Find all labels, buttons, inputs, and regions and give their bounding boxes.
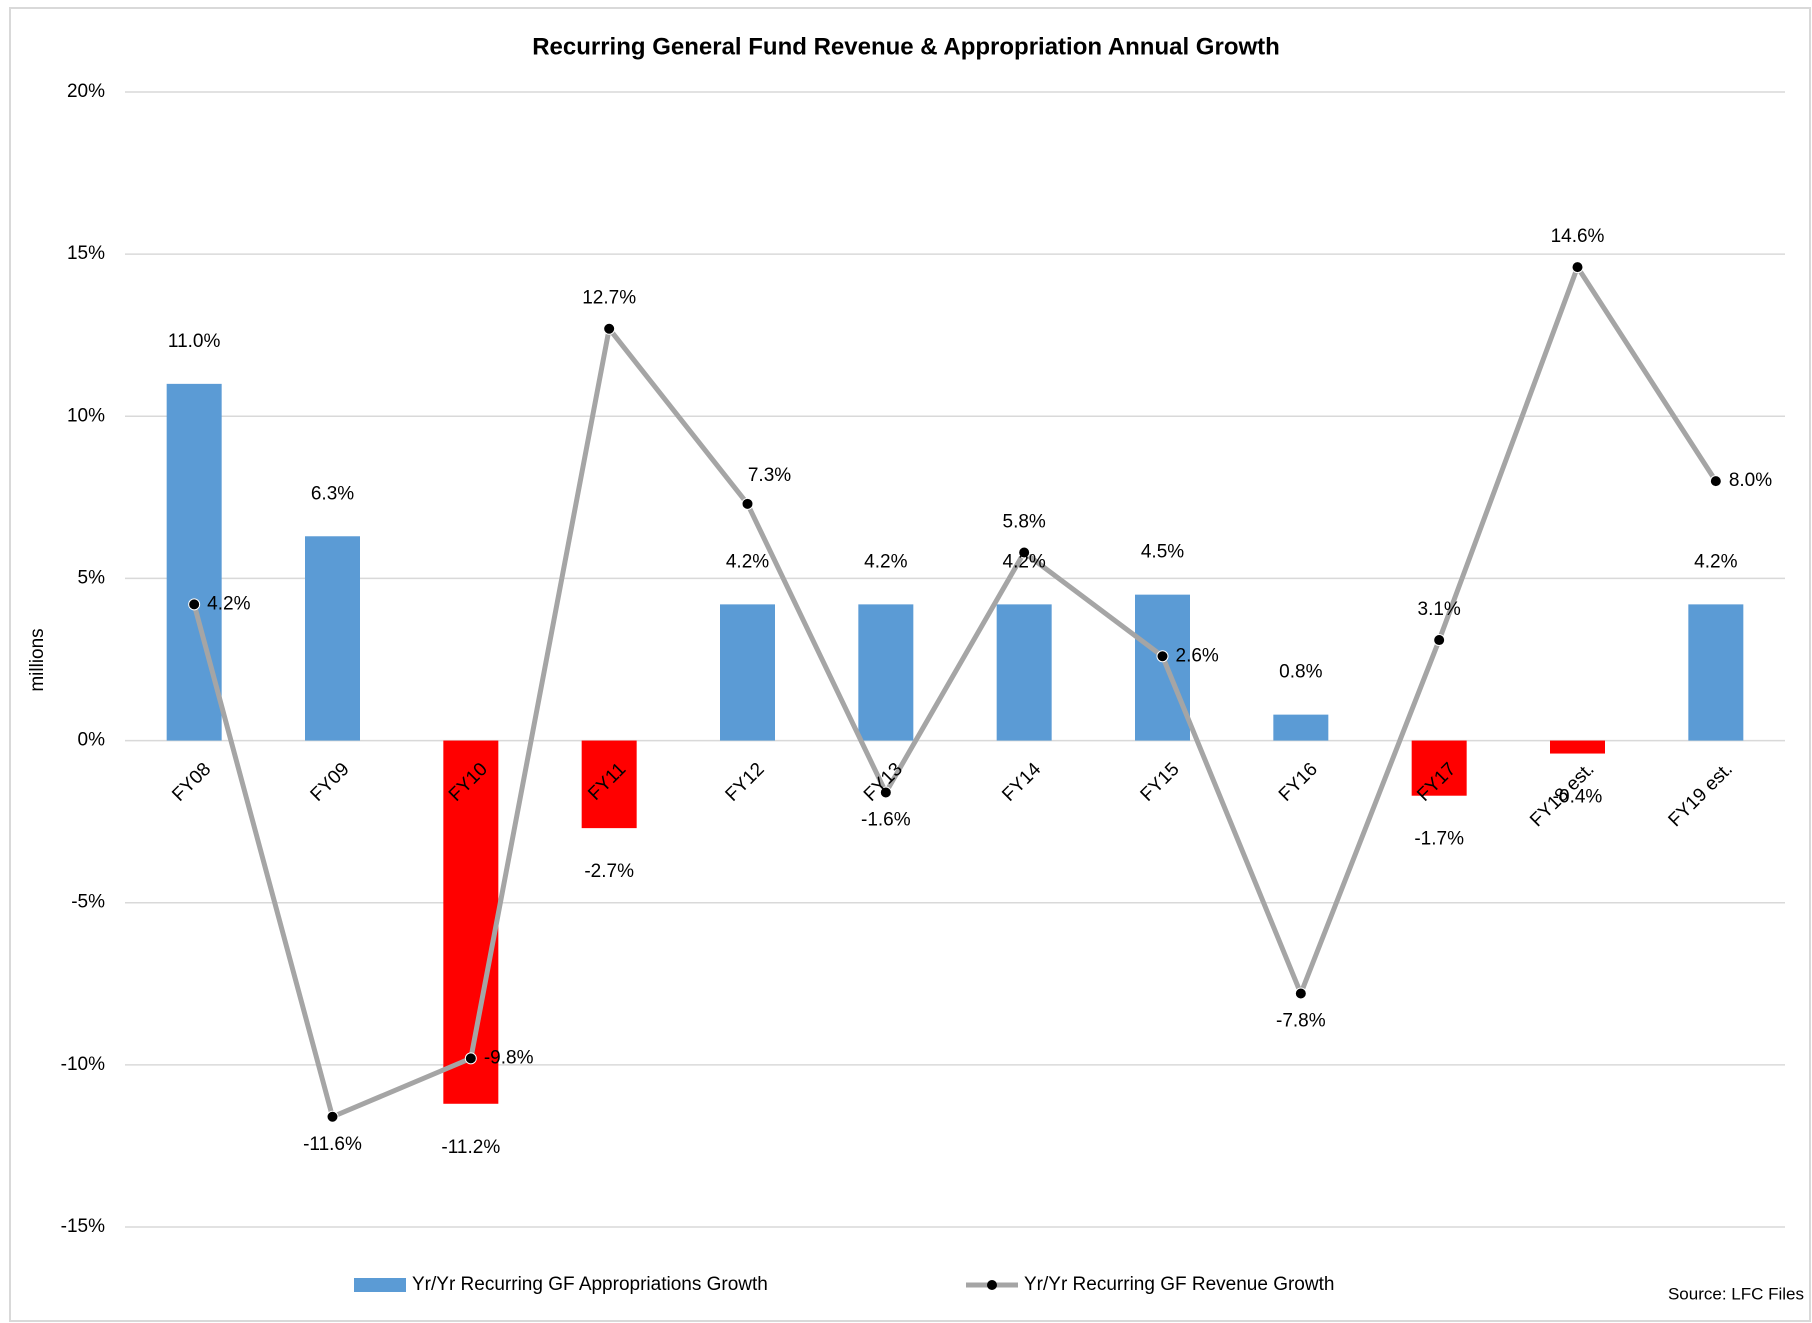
data-label: 5.8%: [1003, 512, 1046, 533]
line-marker: [1433, 634, 1446, 647]
y-tick-label: -10%: [61, 1054, 105, 1075]
bar: [305, 536, 360, 741]
bar: [581, 740, 637, 829]
line-marker: [464, 1052, 477, 1065]
line-marker: [1018, 546, 1031, 559]
legend-marker: [987, 1280, 997, 1290]
line-marker: [326, 1110, 339, 1123]
data-label: -7.8%: [1276, 1011, 1326, 1032]
data-label: 0.8%: [1279, 662, 1322, 683]
source-note: Source: LFC Files: [1668, 1284, 1804, 1303]
bar: [1688, 604, 1744, 741]
legend-label: Yr/Yr Recurring GF Revenue Growth: [1024, 1274, 1334, 1295]
line-marker: [1709, 475, 1722, 488]
line-marker: [1571, 261, 1584, 274]
line-marker: [741, 497, 754, 510]
data-label: 2.6%: [1176, 645, 1219, 666]
y-tick-label: -5%: [71, 892, 105, 913]
line-marker: [188, 598, 201, 611]
data-label: 7.3%: [748, 465, 791, 486]
chart-title: Recurring General Fund Revenue & Appropr…: [532, 33, 1280, 60]
data-label: 6.3%: [311, 483, 354, 504]
data-label: -11.2%: [441, 1137, 500, 1158]
data-label: 14.6%: [1551, 226, 1605, 247]
bar: [1550, 740, 1605, 754]
bar: [858, 604, 914, 741]
y-tick-label: -15%: [61, 1216, 105, 1237]
data-label: 3.1%: [1418, 599, 1461, 620]
bar: [996, 604, 1052, 741]
data-label: 8.0%: [1729, 470, 1772, 491]
bar: [720, 604, 775, 741]
data-label: -1.6%: [861, 809, 911, 830]
line-marker: [603, 322, 616, 335]
data-label: 4.2%: [726, 551, 769, 572]
data-label: 4.2%: [864, 551, 907, 572]
bar: [1273, 714, 1329, 741]
data-label: -0.4%: [1553, 787, 1603, 808]
data-label: 4.2%: [1694, 551, 1737, 572]
line: [191, 264, 1718, 1120]
legend-label: Yr/Yr Recurring GF Appropriations Growth: [412, 1274, 768, 1295]
data-label: 4.2%: [1003, 551, 1046, 572]
bar: [166, 383, 222, 741]
y-tick-label: 15%: [67, 243, 105, 264]
y-tick-label: 5%: [78, 567, 106, 588]
line-marker: [879, 786, 892, 799]
line-marker: [1294, 987, 1307, 1000]
bar: [443, 740, 499, 1104]
y-tick-label: 20%: [67, 81, 105, 102]
data-label: -9.8%: [484, 1047, 534, 1068]
data-label: 4.5%: [1141, 542, 1184, 563]
data-label: -1.7%: [1414, 829, 1464, 850]
bar: [1411, 740, 1467, 796]
data-label: -2.7%: [584, 861, 634, 882]
data-label: 11.0%: [168, 331, 221, 352]
data-label: -11.6%: [303, 1134, 362, 1155]
data-label: 12.7%: [582, 288, 636, 309]
legend-swatch: [354, 1278, 406, 1292]
y-tick-label: 10%: [67, 405, 105, 426]
bar: [1135, 594, 1190, 741]
y-axis-title: millions: [27, 628, 48, 691]
data-label: 4.2%: [207, 593, 250, 614]
line-marker: [1156, 650, 1169, 663]
y-tick-label: 0%: [78, 730, 106, 751]
